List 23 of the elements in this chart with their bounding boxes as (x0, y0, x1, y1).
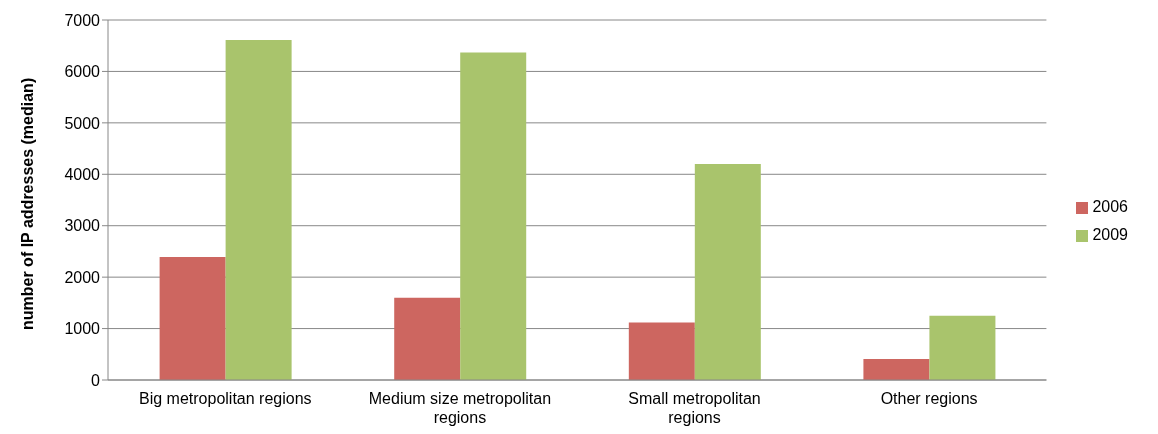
legend-label: 2009 (1092, 226, 1128, 243)
y-tick-label: 4000 (64, 165, 101, 183)
bar (694, 164, 761, 380)
bar (460, 52, 527, 380)
x-tick-label: Big metropolitan regions (139, 390, 312, 407)
y-tick-label: 2000 (64, 268, 101, 286)
bar (394, 297, 461, 380)
x-tick-label: Other regions (880, 390, 978, 407)
x-tick-label: Medium size metropolitan regions (368, 390, 552, 426)
y-axis-title: number of IP addresses (median) (18, 77, 36, 330)
y-tick-label: 1000 (64, 320, 101, 338)
bar (225, 40, 292, 380)
bar (159, 257, 226, 380)
bar (863, 358, 930, 380)
bar (929, 315, 996, 380)
y-tick-label: 5000 (64, 114, 101, 132)
y-tick-label: 6000 (64, 63, 101, 81)
y-tick-label: 0 (91, 371, 101, 389)
y-tick-label: 7000 (64, 11, 101, 29)
legend-label: 2006 (1092, 198, 1128, 215)
x-tick-label: Small metropolitan regions (628, 390, 761, 426)
bar (628, 322, 695, 380)
y-tick-label: 3000 (64, 217, 101, 235)
